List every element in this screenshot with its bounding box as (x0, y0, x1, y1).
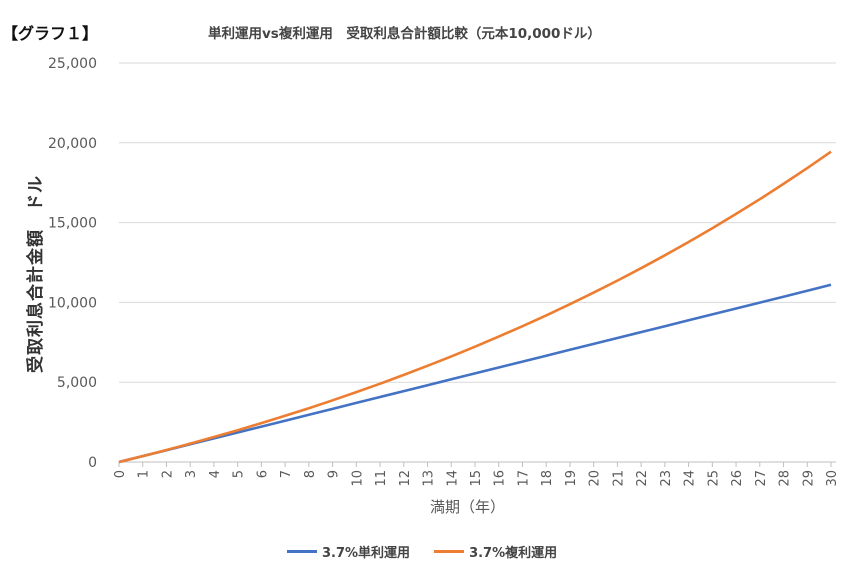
x-tick-label: 3 (184, 470, 199, 478)
y-tick-label: 20,000 (48, 136, 97, 152)
gridlines (119, 62, 836, 463)
y-tick-label: 25,000 (48, 56, 97, 72)
x-tick-label: 2 (160, 470, 175, 478)
x-tick-label: 26 (730, 470, 745, 487)
y-tick-label: 10,000 (48, 295, 97, 311)
x-tick-label: 4 (208, 470, 223, 478)
series-lines (118, 150, 832, 464)
y-tick-label: 0 (88, 455, 97, 471)
chart-title: 単利運用vs複利運用 受取利息合計額比較（元本10,000ドル） (208, 26, 601, 42)
x-tick-label: 9 (327, 470, 342, 478)
x-axis-label: 満期（年） (430, 498, 506, 516)
legend-label-compound: 3.7%複利運用 (469, 546, 558, 561)
y-tick-label: 5,000 (57, 375, 97, 391)
x-axis-ticks: 0 1 2 3 4 5 6 7 8 9 10 11 12 13 14 15 16 17 18 19 20 21 22 23 24… (113, 462, 840, 487)
x-tick-label: 27 (754, 470, 769, 487)
legend-item-simple: 3.7%単利運用 (287, 542, 410, 561)
x-tick-label: 29 (801, 470, 816, 487)
y-axis-label: 受取利息合計金額 ドル (26, 175, 46, 373)
legend: 3.7%単利運用 3.7%複利運用 (287, 542, 557, 561)
x-tick-label: 1 (137, 470, 152, 478)
x-tick-label: 11 (374, 470, 389, 487)
legend-item-compound: 3.7%複利運用 (434, 542, 557, 561)
x-tick-label: 17 (516, 470, 531, 487)
x-tick-label: 15 (469, 470, 484, 487)
x-tick-label: 13 (422, 470, 437, 487)
x-tick-label: 12 (398, 470, 413, 487)
x-tick-label: 0 (113, 470, 128, 478)
x-tick-label: 19 (564, 470, 579, 487)
legend-swatch-compound (434, 550, 465, 553)
y-axis-ticks: 0 5,000 10,000 15,000 20,000 25,000 (48, 56, 97, 471)
x-tick-label: 25 (706, 470, 721, 487)
x-tick-label: 5 (232, 470, 247, 478)
x-tick-label: 10 (350, 470, 365, 487)
x-tick-label: 24 (683, 470, 698, 487)
x-tick-label: 21 (611, 470, 626, 487)
x-tick-label: 23 (659, 470, 674, 487)
x-tick-label: 14 (445, 470, 460, 487)
x-tick-label: 8 (303, 470, 318, 478)
legend-label-simple: 3.7%単利運用 (322, 546, 411, 561)
series-line-compound (118, 150, 832, 464)
x-tick-label: 30 (825, 470, 840, 487)
x-tick-label: 16 (493, 470, 508, 487)
y-tick-label: 15,000 (48, 216, 97, 232)
x-tick-label: 20 (588, 470, 603, 487)
x-tick-label: 7 (279, 470, 294, 478)
series-line-simple (118, 283, 832, 464)
x-tick-label: 22 (635, 470, 650, 487)
x-tick-label: 28 (778, 470, 793, 487)
legend-swatch-simple (287, 550, 317, 553)
x-tick-label: 18 (540, 470, 555, 487)
corner-label: 【グラフ１】 (2, 24, 99, 43)
x-tick-label: 6 (255, 470, 270, 478)
